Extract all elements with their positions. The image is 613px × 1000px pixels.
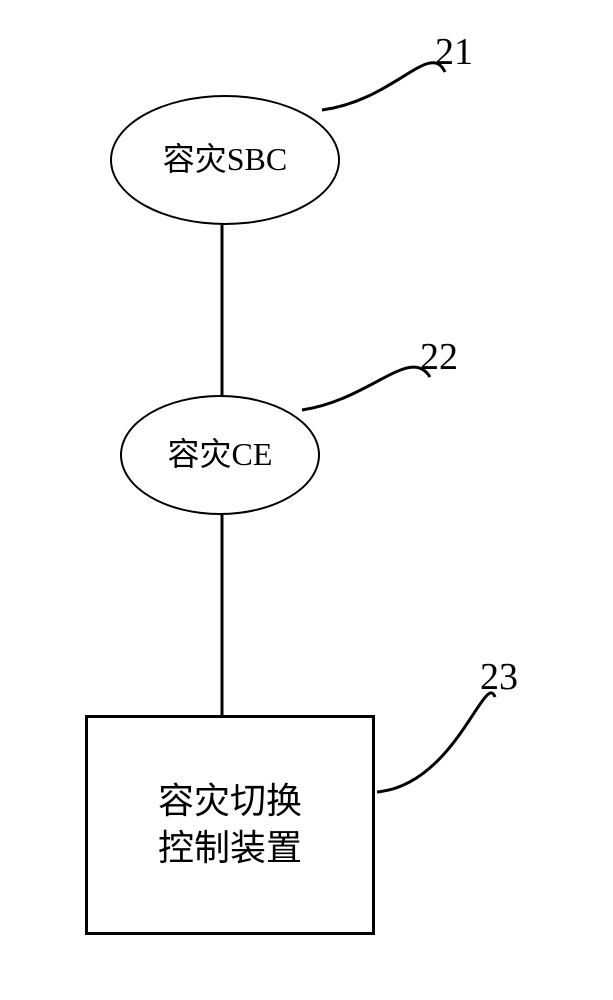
callout-curve-21 <box>322 63 445 110</box>
node-disaster-recovery-sbc: 容灾SBC <box>110 95 340 225</box>
node-disaster-recovery-ce: 容灾CE <box>120 395 320 515</box>
callout-curve-23 <box>377 693 495 792</box>
callout-number-23: 23 <box>480 655 518 699</box>
callout-number-21: 21 <box>435 30 473 74</box>
node-controller-label: 容灾切换 控制装置 <box>158 778 302 872</box>
node-disaster-recovery-switch-controller: 容灾切换 控制装置 <box>85 715 375 935</box>
callout-number-22: 22 <box>420 335 458 379</box>
callout-curve-22 <box>302 367 430 410</box>
node-sbc-label: 容灾SBC <box>163 139 288 181</box>
node-ce-label: 容灾CE <box>168 434 273 476</box>
flowchart-diagram: 容灾SBC 容灾CE 容灾切换 控制装置 21 22 23 <box>0 0 613 1000</box>
